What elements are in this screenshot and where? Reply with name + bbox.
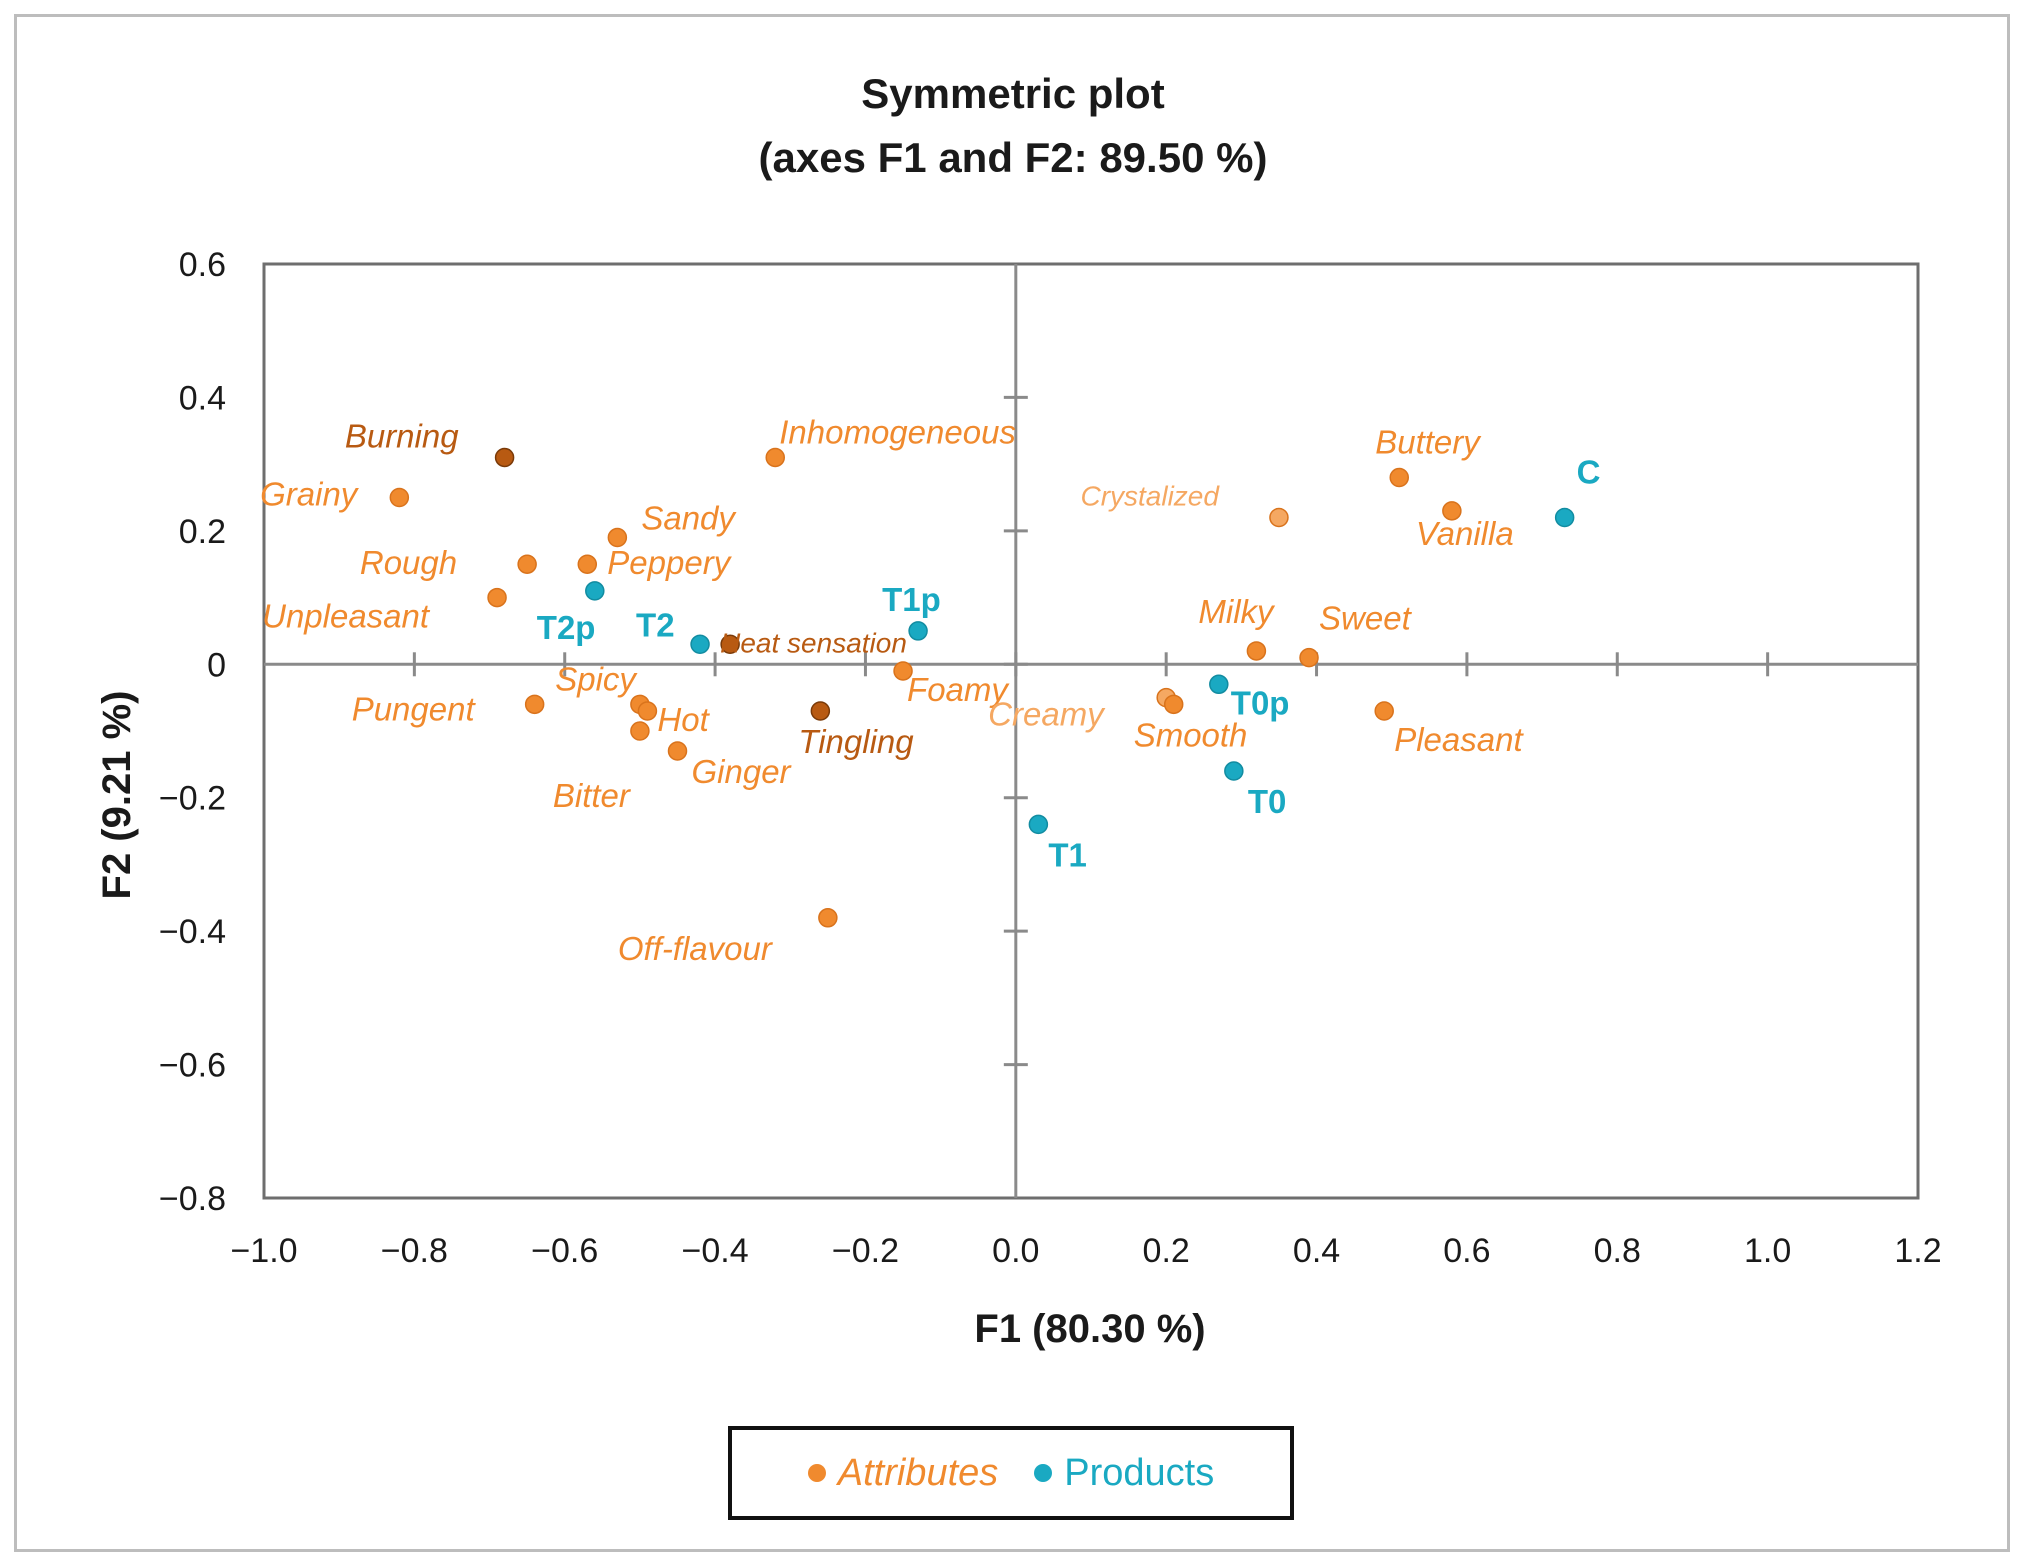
attribute-point-unpleasant — [487, 587, 507, 608]
attribute-point-pungent — [524, 694, 545, 715]
attribute-label-crystalized: Crystalized — [1080, 481, 1220, 512]
attribute-label-pungent: Pungent — [352, 690, 477, 727]
y-axis-title: F2 (9.21 %) — [95, 691, 139, 900]
attribute-label-smooth: Smooth — [1134, 716, 1248, 753]
x-tick-label: 0.8 — [1594, 1232, 1641, 1270]
attribute-point-off-flavour — [818, 908, 838, 928]
product-point-t0p — [1209, 674, 1229, 695]
chart-title: Symmetric plot — [861, 70, 1164, 117]
x-tick-label: −0.2 — [832, 1232, 899, 1270]
plot-area-frame — [262, 262, 1920, 1200]
legend-marker-products — [1034, 1464, 1053, 1482]
attribute-label-creamy: Creamy — [988, 696, 1106, 733]
x-tick-label: −1.0 — [230, 1232, 297, 1270]
x-tick-label: 0.4 — [1293, 1232, 1340, 1270]
x-tick-label: −0.6 — [531, 1232, 598, 1270]
attribute-point-tingling — [810, 701, 831, 721]
attribute-label-unpleasant: Unpleasant — [262, 598, 431, 635]
legend-item-attributes: Attributes — [807, 1451, 999, 1495]
y-tick-label: −0.8 — [159, 1180, 226, 1218]
x-axis-title: F1 (80.30 %) — [974, 1307, 1205, 1351]
attribute-label-inhomogeneous: Inhomogeneous — [779, 413, 1016, 450]
attribute-label-peppery: Peppery — [607, 544, 732, 581]
attribute-label-off-flavour: Off-flavour — [618, 930, 774, 967]
attribute-point-sandy — [607, 527, 628, 548]
attribute-point-peppery — [577, 554, 598, 574]
attribute-point-rough — [517, 554, 537, 574]
attribute-label-pleasant: Pleasant — [1394, 721, 1524, 758]
product-label-c: C — [1577, 454, 1601, 491]
product-point-t0 — [1224, 761, 1244, 781]
legend-marker-attributes — [807, 1464, 826, 1482]
product-label-t1p: T1p — [882, 581, 941, 618]
attribute-point-bitter — [630, 721, 650, 741]
attribute-label-spicy: Spicy — [555, 660, 638, 697]
y-tick-label: −0.2 — [159, 780, 226, 818]
x-tick-label: −0.8 — [381, 1232, 448, 1270]
product-point-c — [1554, 507, 1575, 528]
attribute-point-burning — [494, 447, 515, 468]
attribute-label-burning: Burning — [345, 417, 459, 454]
attribute-label-foamy: Foamy — [907, 671, 1010, 708]
attribute-label-ginger: Ginger — [692, 753, 793, 790]
attribute-label-sandy: Sandy — [641, 500, 737, 537]
product-point-t2 — [690, 634, 710, 655]
product-label-t0: T0 — [1248, 783, 1287, 820]
y-tick-label: −0.6 — [159, 1047, 226, 1085]
x-tick-label: −0.4 — [682, 1232, 749, 1270]
attribute-point-buttery — [1389, 467, 1409, 488]
attribute-point-smooth — [1163, 694, 1184, 715]
product-label-t2p: T2p — [537, 609, 596, 646]
attribute-label-grainy: Grainy — [260, 476, 360, 513]
attribute-label-milky: Milky — [1198, 593, 1276, 630]
product-label-t2: T2 — [636, 606, 675, 643]
attribute-point-heat-sensation — [720, 634, 740, 655]
y-tick-label: 0 — [207, 646, 226, 684]
attribute-point-hot — [637, 701, 658, 721]
product-point-t1p — [908, 621, 928, 641]
legend-label-attributes: Attributes — [837, 1451, 999, 1494]
x-tick-label: 1.0 — [1744, 1232, 1791, 1270]
attribute-point-vanilla — [1442, 501, 1462, 521]
x-tick-label: 0.2 — [1143, 1232, 1190, 1270]
attribute-point-ginger — [667, 741, 688, 761]
y-tick-label: 0.6 — [179, 246, 226, 284]
attribute-label-hot: Hot — [657, 701, 710, 738]
figure-frame — [14, 14, 2010, 1552]
chart-subtitle: (axes F1 and F2: 89.50 %) — [759, 134, 1268, 181]
attribute-label-tingling: Tingling — [798, 723, 914, 760]
product-label-t1: T1 — [1048, 836, 1087, 873]
x-tick-label: 0.6 — [1443, 1232, 1490, 1270]
product-point-t1 — [1028, 814, 1049, 835]
attribute-label-rough: Rough — [360, 544, 457, 581]
y-tick-label: 0.2 — [179, 513, 226, 551]
y-tick-label: −0.4 — [159, 913, 226, 951]
axes-layer: −1.0 −0.8 −0.6 −0.4 −0.2 0.0 0.2 0.4 0.6 0.8 1.0 1.… — [159, 246, 1942, 1270]
attribute-label-sweet: Sweet — [1319, 600, 1413, 637]
attribute-point-milky — [1246, 641, 1267, 661]
legend-item-products: Products — [1034, 1452, 1214, 1495]
attribute-point-pleasant — [1374, 701, 1394, 721]
legend: Attributes Products — [728, 1426, 1294, 1520]
attribute-label-vanilla: Vanilla — [1416, 515, 1514, 552]
attribute-point-sweet — [1299, 647, 1319, 668]
attribute-point-foamy — [893, 661, 913, 681]
attribute-point-inhomogeneous — [765, 447, 785, 468]
product-label-t0p: T0p — [1231, 684, 1290, 721]
attribute-point-grainy — [389, 487, 410, 508]
attribute-label-heat-sensation: Heat sensation — [720, 627, 907, 658]
attribute-point-crystalized — [1269, 507, 1289, 528]
x-tick-label: 1.2 — [1894, 1232, 1941, 1270]
product-point-t2p — [585, 581, 605, 601]
attribute-label-buttery: Buttery — [1375, 423, 1482, 460]
y-tick-label: 0.4 — [179, 379, 226, 417]
legend-label-products: Products — [1064, 1451, 1215, 1494]
attribute-label-bitter: Bitter — [553, 777, 632, 814]
points-layer: Burning Grainy Inhomogeneous Sandy Rough Pepp… — [260, 413, 1600, 966]
x-tick-label: 0.0 — [992, 1232, 1039, 1270]
